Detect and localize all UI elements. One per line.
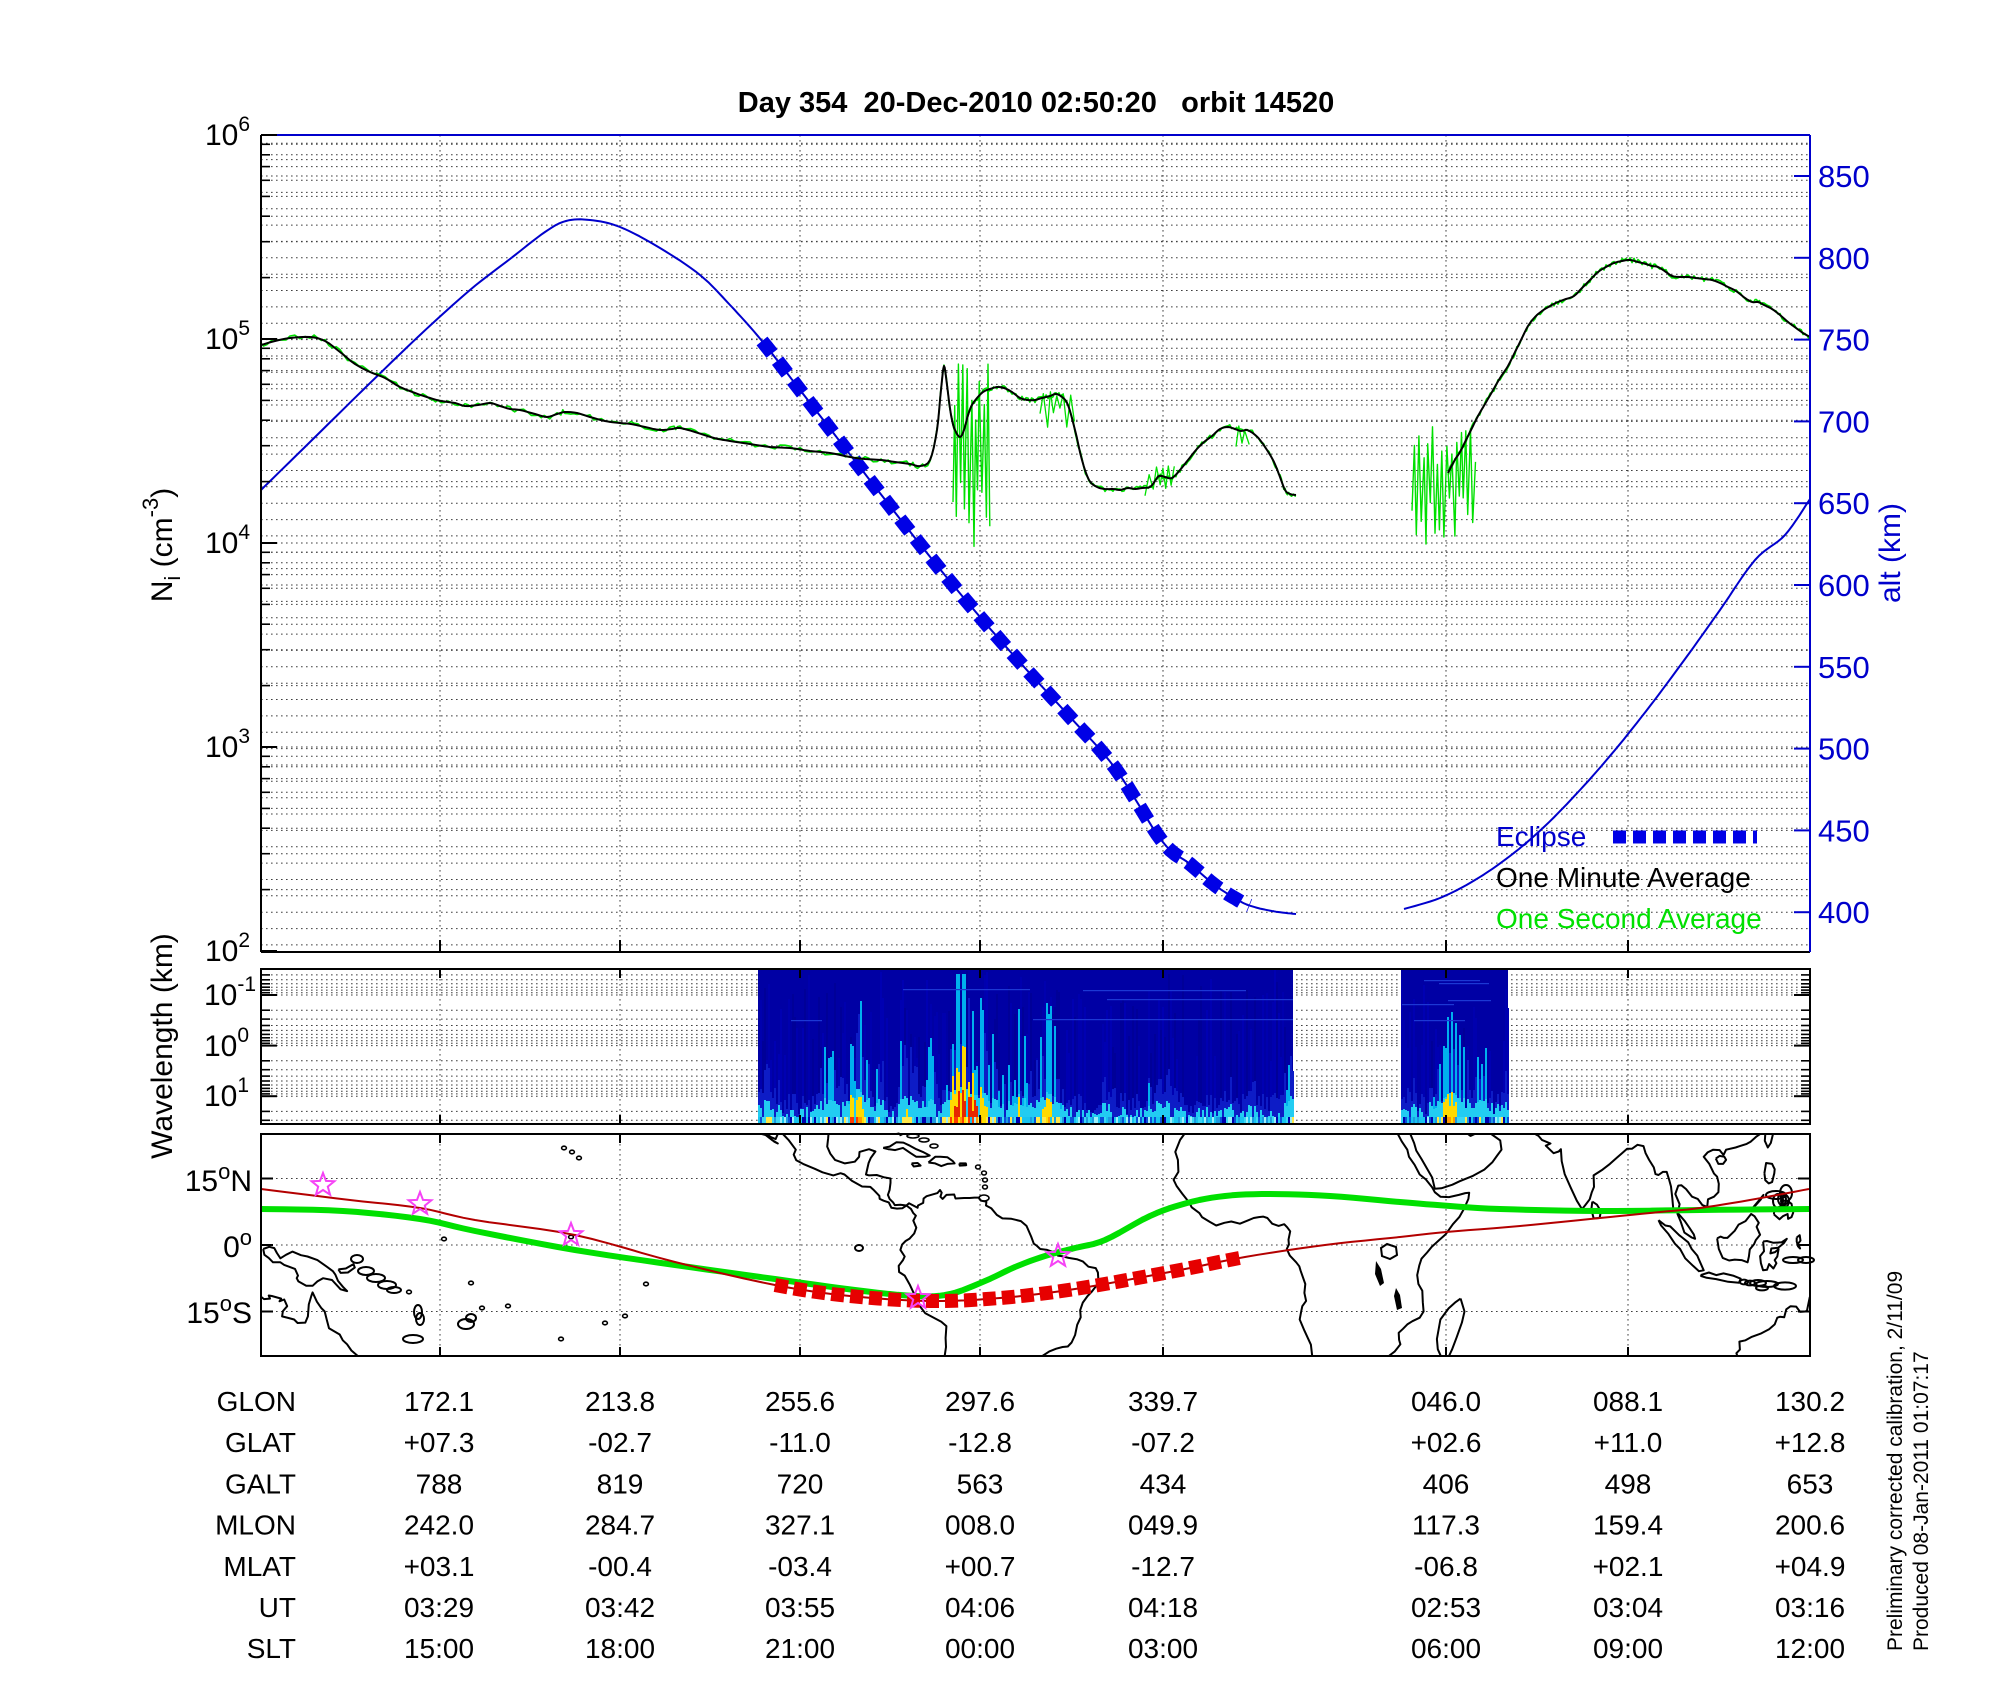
svg-text:Eclipse: Eclipse bbox=[1496, 821, 1586, 852]
svg-text:750: 750 bbox=[1818, 323, 1870, 358]
svg-text:284.7: 284.7 bbox=[585, 1510, 655, 1541]
svg-text:alt (km): alt (km) bbox=[1874, 503, 1907, 603]
svg-text:03:29: 03:29 bbox=[404, 1592, 474, 1623]
svg-text:Wavelength (km): Wavelength (km) bbox=[146, 933, 179, 1159]
svg-text:327.1: 327.1 bbox=[765, 1510, 835, 1541]
svg-text:MLON: MLON bbox=[215, 1510, 296, 1541]
svg-text:04:06: 04:06 bbox=[945, 1592, 1015, 1623]
svg-text:255.6: 255.6 bbox=[765, 1386, 835, 1417]
svg-text:130.2: 130.2 bbox=[1775, 1386, 1845, 1417]
svg-text:500: 500 bbox=[1818, 732, 1870, 767]
svg-text:-11.0: -11.0 bbox=[769, 1427, 831, 1458]
svg-text:+12.8: +12.8 bbox=[1775, 1427, 1846, 1458]
svg-text:18:00: 18:00 bbox=[585, 1633, 655, 1664]
svg-text:+02.1: +02.1 bbox=[1593, 1551, 1664, 1582]
svg-text:819: 819 bbox=[597, 1468, 644, 1499]
svg-text:+11.0: +11.0 bbox=[1594, 1427, 1663, 1458]
svg-text:046.0: 046.0 bbox=[1411, 1386, 1481, 1417]
svg-text:008.0: 008.0 bbox=[945, 1510, 1015, 1541]
svg-text:MLAT: MLAT bbox=[223, 1551, 296, 1582]
svg-text:Day 354 20-Dec-2010 02:50:20: Day 354 20-Dec-2010 02:50:20 orbit 14520 bbox=[738, 87, 1334, 119]
svg-text:+03.1: +03.1 bbox=[404, 1551, 475, 1582]
svg-text:117.3: 117.3 bbox=[1412, 1510, 1480, 1541]
svg-text:498: 498 bbox=[1605, 1468, 1652, 1499]
svg-text:03:42: 03:42 bbox=[585, 1592, 655, 1623]
svg-text:+07.3: +07.3 bbox=[404, 1427, 475, 1458]
svg-text:049.9: 049.9 bbox=[1128, 1510, 1198, 1541]
svg-text:15:00: 15:00 bbox=[404, 1633, 474, 1664]
svg-text:03:16: 03:16 bbox=[1775, 1592, 1845, 1623]
svg-text:One Minute Average: One Minute Average bbox=[1496, 862, 1751, 893]
svg-text:850: 850 bbox=[1818, 159, 1870, 194]
svg-text:Ni (cm-3): Ni (cm-3) bbox=[138, 488, 185, 602]
svg-text:788: 788 bbox=[416, 1468, 463, 1499]
svg-text:GLON: GLON bbox=[217, 1386, 296, 1417]
svg-text:653: 653 bbox=[1787, 1468, 1834, 1499]
svg-text:159.4: 159.4 bbox=[1593, 1510, 1663, 1541]
svg-text:242.0: 242.0 bbox=[404, 1510, 474, 1541]
svg-text:297.6: 297.6 bbox=[945, 1386, 1015, 1417]
svg-text:-12.7: -12.7 bbox=[1131, 1551, 1195, 1582]
svg-text:-07.2: -07.2 bbox=[1131, 1427, 1195, 1458]
svg-text:-03.4: -03.4 bbox=[768, 1551, 832, 1582]
svg-text:21:00: 21:00 bbox=[765, 1633, 835, 1664]
svg-text:550: 550 bbox=[1818, 650, 1870, 685]
svg-text:-12.8: -12.8 bbox=[948, 1427, 1012, 1458]
svg-text:Produced 08-Jan-2011 01:07:17: Produced 08-Jan-2011 01:07:17 bbox=[1910, 1351, 1933, 1651]
svg-text:03:00: 03:00 bbox=[1128, 1633, 1198, 1664]
svg-text:UT: UT bbox=[259, 1592, 296, 1623]
svg-text:088.1: 088.1 bbox=[1593, 1386, 1663, 1417]
svg-text:563: 563 bbox=[957, 1468, 1004, 1499]
svg-text:450: 450 bbox=[1818, 813, 1870, 848]
svg-text:SLT: SLT bbox=[247, 1633, 296, 1664]
svg-text:15oN: 15oN bbox=[185, 1159, 252, 1198]
svg-text:200.6: 200.6 bbox=[1775, 1510, 1845, 1541]
svg-text:02:53: 02:53 bbox=[1411, 1592, 1481, 1623]
svg-text:650: 650 bbox=[1818, 486, 1870, 521]
svg-text:+04.9: +04.9 bbox=[1775, 1551, 1846, 1582]
svg-text:600: 600 bbox=[1818, 568, 1870, 603]
svg-text:213.8: 213.8 bbox=[585, 1386, 655, 1417]
svg-text:800: 800 bbox=[1818, 241, 1870, 276]
svg-text:03:04: 03:04 bbox=[1593, 1592, 1663, 1623]
svg-text:Preliminary corrected calibrat: Preliminary corrected calibration, 2/11/… bbox=[1884, 1271, 1907, 1651]
svg-text:00:00: 00:00 bbox=[945, 1633, 1015, 1664]
svg-text:720: 720 bbox=[777, 1468, 824, 1499]
svg-text:12:00: 12:00 bbox=[1775, 1633, 1845, 1664]
svg-text:-06.8: -06.8 bbox=[1414, 1551, 1478, 1582]
svg-text:09:00: 09:00 bbox=[1593, 1633, 1663, 1664]
svg-text:406: 406 bbox=[1423, 1468, 1470, 1499]
svg-text:06:00: 06:00 bbox=[1411, 1633, 1481, 1664]
svg-text:+02.6: +02.6 bbox=[1411, 1427, 1482, 1458]
svg-text:GALT: GALT bbox=[225, 1468, 296, 1499]
svg-text:400: 400 bbox=[1818, 895, 1870, 930]
svg-text:15oS: 15oS bbox=[186, 1291, 252, 1330]
svg-text:434: 434 bbox=[1140, 1468, 1187, 1499]
svg-text:700: 700 bbox=[1818, 404, 1870, 439]
svg-text:100: 100 bbox=[204, 1024, 249, 1063]
svg-text:+00.7: +00.7 bbox=[945, 1551, 1016, 1582]
svg-text:172.1: 172.1 bbox=[404, 1386, 474, 1417]
svg-text:-02.7: -02.7 bbox=[588, 1427, 652, 1458]
svg-text:04:18: 04:18 bbox=[1128, 1592, 1198, 1623]
svg-text:339.7: 339.7 bbox=[1128, 1386, 1198, 1417]
svg-text:GLAT: GLAT bbox=[225, 1427, 296, 1458]
svg-text:One Second Average: One Second Average bbox=[1496, 903, 1762, 934]
svg-text:03:55: 03:55 bbox=[765, 1592, 835, 1623]
svg-text:-00.4: -00.4 bbox=[588, 1551, 652, 1582]
